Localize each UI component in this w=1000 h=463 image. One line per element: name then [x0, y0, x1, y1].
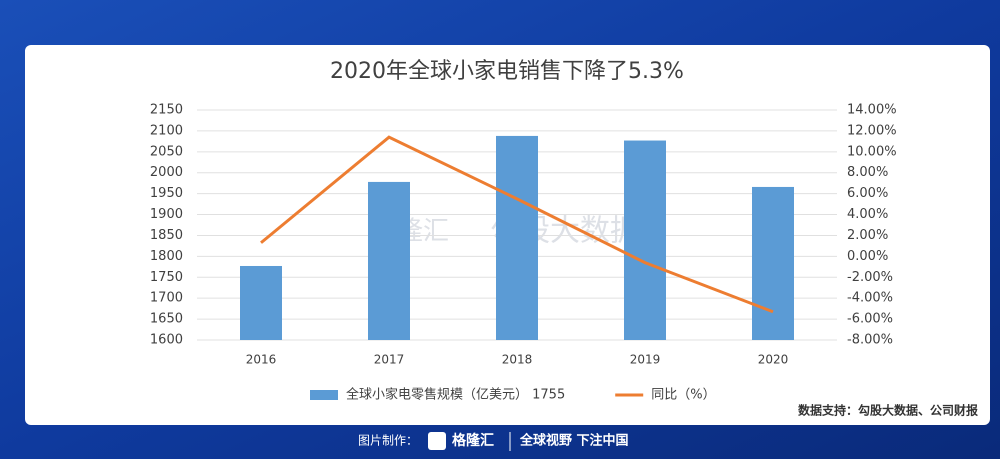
- legend-label: 全球小家电零售规模（亿美元） 1755: [346, 387, 565, 403]
- legend-swatch: [310, 390, 338, 400]
- y2-tick-label: 8.00%: [847, 165, 888, 180]
- y2-tick-label: -2.00%: [847, 270, 893, 285]
- x-tick-label: 2016: [246, 353, 277, 367]
- y2-tick-label: 12.00%: [847, 123, 897, 138]
- y-tick-label: 1950: [150, 186, 183, 201]
- y-tick-label: 1850: [150, 228, 183, 243]
- y2-tick-label: 4.00%: [847, 207, 888, 222]
- chart-title: 2020年全球小家电销售下降了5.3%: [330, 59, 684, 84]
- legend-label: 同比（%）: [651, 388, 715, 403]
- bar: [624, 140, 666, 340]
- y2-tick-label: 14.00%: [847, 103, 897, 118]
- x-tick-label: 2019: [630, 353, 661, 367]
- y-tick-label: 1750: [150, 270, 183, 285]
- y2-tick-label: 10.00%: [847, 144, 897, 159]
- footer-label: 图片制作：: [358, 434, 418, 448]
- y-tick-label: 1800: [150, 249, 183, 264]
- line: [260, 135, 774, 314]
- y2-tick-label: -6.00%: [847, 312, 893, 327]
- footer-brand: 格隆汇: [452, 432, 494, 449]
- y-tick-label: 1600: [150, 333, 183, 348]
- bar: [240, 265, 282, 340]
- footer-slogan: 全球视野 下注中国: [519, 433, 629, 449]
- bar: [752, 186, 794, 340]
- y2-tick-label: -8.00%: [847, 333, 893, 348]
- y-tick-label: 2150: [150, 103, 183, 118]
- y-tick-label: 2100: [150, 123, 183, 138]
- y-tick-label: 2000: [150, 165, 183, 180]
- x-tick-label: 2018: [502, 353, 533, 367]
- bar: [496, 135, 538, 340]
- bar: [368, 181, 410, 340]
- y2-tick-label: 2.00%: [847, 228, 888, 243]
- y2-tick-label: 0.00%: [847, 249, 888, 264]
- source: 数据支持：勾股大数据、公司财报: [798, 403, 978, 418]
- logo-icon: [428, 432, 446, 450]
- y2-tick-label: -4.00%: [847, 291, 893, 306]
- x-tick-label: 2017: [374, 353, 405, 367]
- y-tick-label: 2050: [150, 144, 183, 159]
- y-tick-label: 1700: [150, 291, 183, 306]
- x-tick-label: 2020: [758, 353, 789, 367]
- y-tick-label: 1900: [150, 207, 183, 222]
- y2-tick-label: 6.00%: [847, 186, 888, 201]
- y-tick-label: 1650: [150, 312, 183, 327]
